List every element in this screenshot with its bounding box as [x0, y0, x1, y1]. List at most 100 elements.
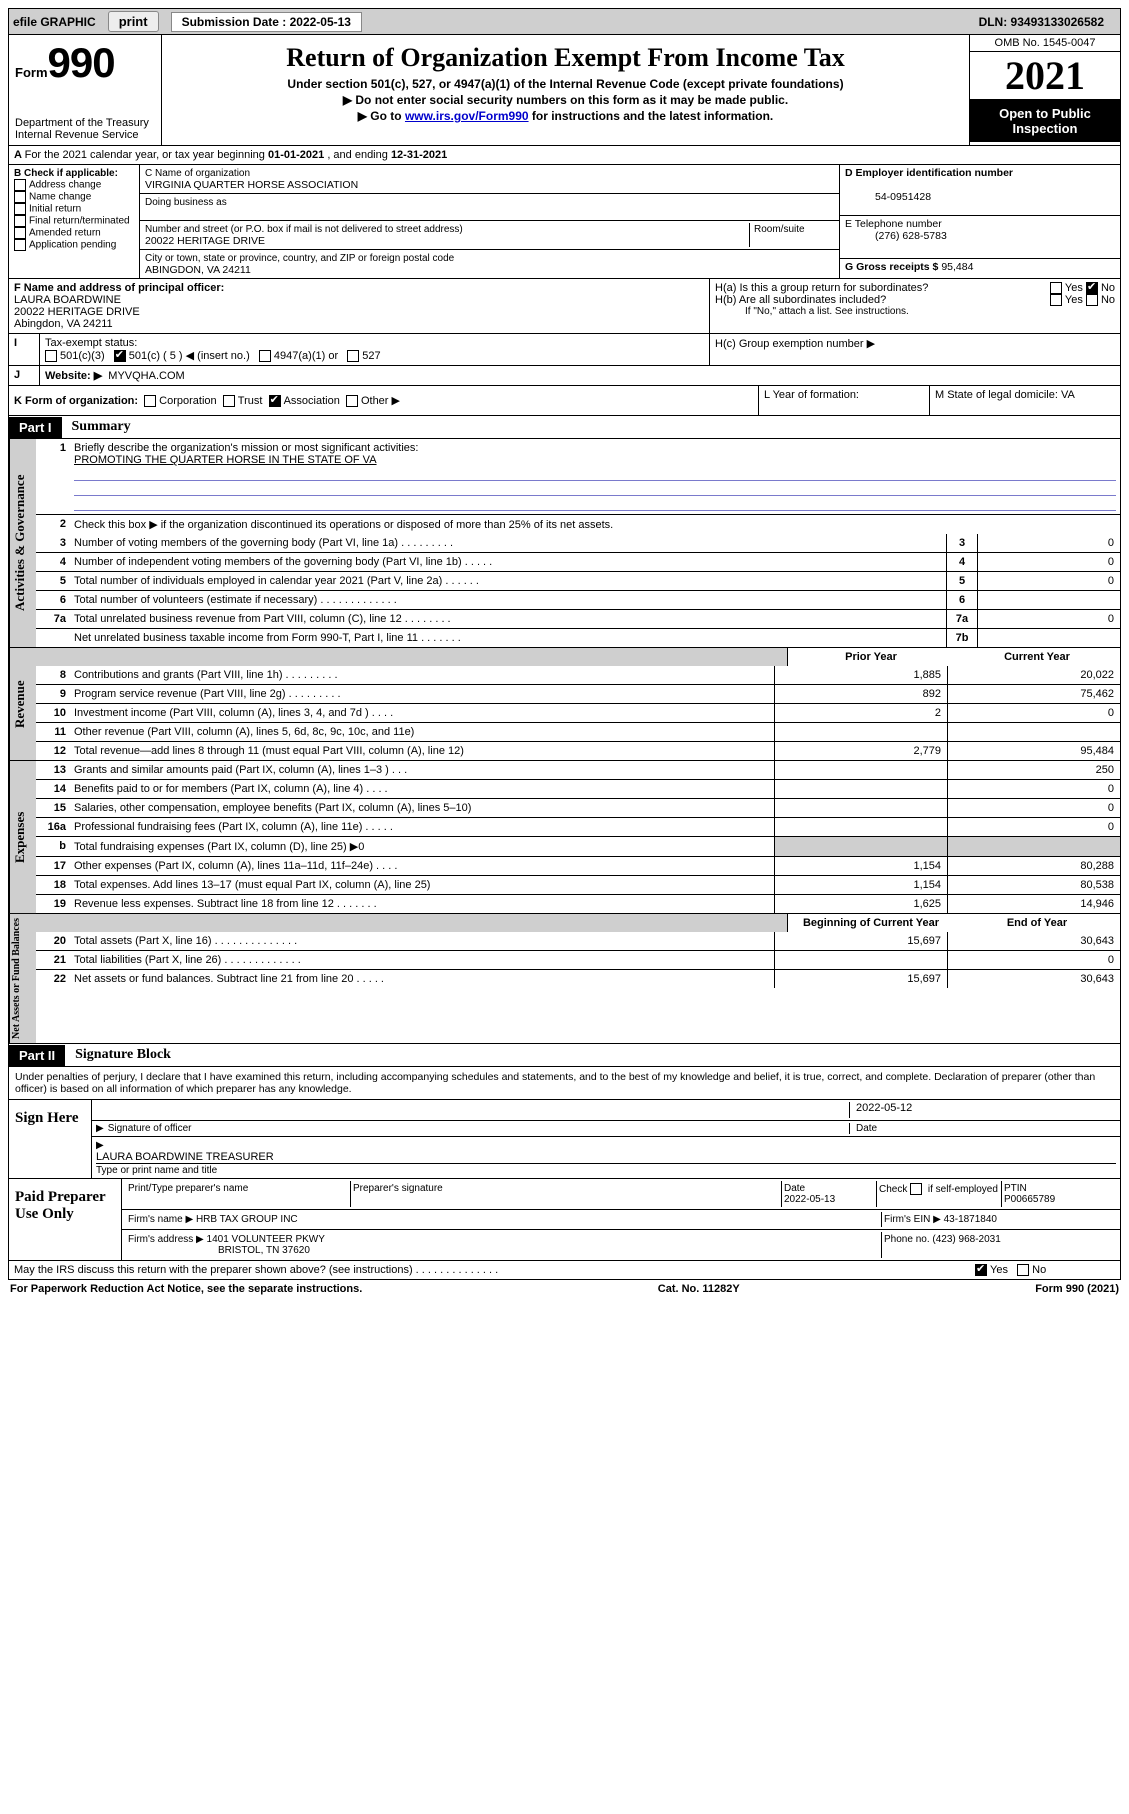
summary-row: 16aProfessional fundraising fees (Part I…: [36, 817, 1120, 836]
h-a: H(a) Is this a group return for subordin…: [715, 282, 1050, 294]
identity-block: B Check if applicable: Address changeNam…: [8, 165, 1121, 279]
omb-number: OMB No. 1545-0047: [970, 35, 1120, 52]
vlabel-net: Net Assets or Fund Balances: [9, 914, 36, 1043]
firm-name: HRB TAX GROUP INC: [196, 1214, 298, 1225]
summary-row: 20Total assets (Part X, line 16) . . . .…: [36, 932, 1120, 950]
website-row: J Website: ▶ MYVQHA.COM: [8, 366, 1121, 386]
pp-name-label: Print/Type preparer's name: [126, 1181, 351, 1207]
part-2-label: Part II: [9, 1045, 65, 1066]
summary-row: 9Program service revenue (Part VIII, lin…: [36, 684, 1120, 703]
page-footer: For Paperwork Reduction Act Notice, see …: [8, 1280, 1121, 1298]
footer-right: Form 990 (2021): [1035, 1283, 1119, 1295]
summary-row: 4Number of independent voting members of…: [36, 552, 1120, 571]
summary-row: 13Grants and similar amounts paid (Part …: [36, 761, 1120, 779]
form-title: Return of Organization Exempt From Incom…: [170, 43, 961, 73]
summary-row: 6Total number of volunteers (estimate if…: [36, 590, 1120, 609]
submission-date: Submission Date : 2022-05-13: [171, 12, 362, 32]
officer-name: LAURA BOARDWINE: [14, 294, 121, 306]
gross-label: G Gross receipts $: [845, 261, 938, 273]
summary-row: 22Net assets or fund balances. Subtract …: [36, 969, 1120, 988]
period-begin: 01-01-2021: [268, 149, 324, 161]
firm-ein: 43-1871840: [944, 1214, 997, 1225]
form-org-row: K Form of organization: Corporation Trus…: [8, 386, 1121, 416]
sign-here-block: Sign Here 2022-05-12 Signature of office…: [8, 1100, 1121, 1179]
part-2-heading: Signature Block: [65, 1044, 181, 1066]
summary-row: 3Number of voting members of the governi…: [36, 534, 1120, 552]
summary-row: 12Total revenue—add lines 8 through 11 (…: [36, 741, 1120, 760]
org-city: ABINGDON, VA 24211: [145, 264, 251, 276]
box-b-option[interactable]: Address change: [14, 179, 134, 191]
form-number: Form990: [15, 39, 155, 87]
part-1-header: Part I Summary: [8, 416, 1121, 439]
net-assets-section: Net Assets or Fund Balances Beginning of…: [8, 914, 1121, 1044]
summary-row: 11Other revenue (Part VIII, column (A), …: [36, 722, 1120, 741]
officer-label: F Name and address of principal officer:: [14, 282, 224, 294]
pp-date: 2022-05-13: [784, 1194, 835, 1205]
activities-governance: Activities & Governance 1 Briefly descri…: [8, 439, 1121, 648]
officer-group-block: F Name and address of principal officer:…: [8, 279, 1121, 334]
form-subtitle-2: ▶ Do not enter social security numbers o…: [170, 93, 961, 107]
summary-row: 5Total number of individuals employed in…: [36, 571, 1120, 590]
top-bar: efile GRAPHIC print Submission Date : 20…: [8, 8, 1121, 35]
box-b-option[interactable]: Amended return: [14, 227, 134, 239]
officer-addr2: Abingdon, VA 24211: [14, 318, 113, 330]
form-header: Form990 Department of the Treasury Inter…: [8, 35, 1121, 146]
vlabel-gov: Activities & Governance: [9, 439, 36, 647]
h-b: H(b) Are all subordinates included?: [715, 294, 1050, 306]
pp-sig-label: Preparer's signature: [351, 1181, 782, 1207]
summary-row: 8Contributions and grants (Part VIII, li…: [36, 666, 1120, 684]
summary-row: 14Benefits paid to or for members (Part …: [36, 779, 1120, 798]
part-1-heading: Summary: [62, 416, 141, 438]
year-formation: L Year of formation:: [759, 386, 930, 415]
efile-label: efile GRAPHIC: [13, 15, 96, 29]
tax-year: 2021: [970, 52, 1120, 100]
box-c-label: C Name of organization: [145, 168, 250, 179]
paid-preparer-block: Paid Preparer Use Only Print/Type prepar…: [8, 1179, 1121, 1261]
officer-addr1: 20022 HERITAGE DRIVE: [14, 306, 140, 318]
dln: DLN: 93493133026582: [979, 15, 1104, 29]
website-value: MYVQHA.COM: [108, 370, 184, 382]
paid-preparer-label: Paid Preparer Use Only: [9, 1179, 122, 1260]
irs-label: Internal Revenue Service: [15, 129, 155, 141]
col-end: End of Year: [954, 914, 1120, 932]
footer-mid: Cat. No. 11282Y: [658, 1283, 740, 1295]
addr-label: Number and street (or P.O. box if mail i…: [145, 224, 463, 235]
summary-row: 10Investment income (Part VIII, column (…: [36, 703, 1120, 722]
form-org-label: K Form of organization:: [14, 395, 138, 407]
form990-link[interactable]: www.irs.gov/Form990: [405, 109, 529, 123]
box-b-option[interactable]: Name change: [14, 191, 134, 203]
box-b-option[interactable]: Application pending: [14, 239, 134, 251]
date-label: Date: [849, 1123, 1116, 1134]
summary-row: 19Revenue less expenses. Subtract line 1…: [36, 894, 1120, 913]
firm-phone: (423) 968-2031: [932, 1234, 1000, 1245]
box-b-option[interactable]: Final return/terminated: [14, 215, 134, 227]
form-subtitle-3: ▶ Go to www.irs.gov/Form990 for instruct…: [170, 109, 961, 123]
expenses-section: Expenses 13Grants and similar amounts pa…: [8, 761, 1121, 914]
open-public: Open to PublicInspection: [970, 100, 1120, 142]
summary-row: 18Total expenses. Add lines 13–17 (must …: [36, 875, 1120, 894]
box-b-option[interactable]: Initial return: [14, 203, 134, 215]
part-2-header: Part II Signature Block: [8, 1044, 1121, 1067]
sign-here-label: Sign Here: [9, 1100, 92, 1178]
org-address: 20022 HERITAGE DRIVE: [145, 235, 265, 247]
period-end: 12-31-2021: [391, 149, 447, 161]
firm-addr2: BRISTOL, TN 37620: [218, 1245, 310, 1256]
h-c: H(c) Group exemption number ▶: [710, 334, 1120, 365]
period-label-a: For the 2021 calendar year, or tax year …: [25, 149, 268, 161]
discuss-label: May the IRS discuss this return with the…: [9, 1261, 970, 1279]
exempt-status-row: I Tax-exempt status: 501(c)(3) 501(c) ( …: [8, 334, 1121, 366]
col-beginning: Beginning of Current Year: [788, 914, 954, 932]
state-domicile: M State of legal domicile: VA: [930, 386, 1120, 415]
summary-row: bTotal fundraising expenses (Part IX, co…: [36, 836, 1120, 856]
room-label: Room/suite: [754, 224, 805, 235]
col-prior-year: Prior Year: [788, 648, 954, 666]
footer-left: For Paperwork Reduction Act Notice, see …: [10, 1283, 362, 1295]
mission-text: PROMOTING THE QUARTER HORSE IN THE STATE…: [74, 454, 377, 466]
ein-label: D Employer identification number: [845, 167, 1013, 179]
phone-value: (276) 628-5783: [875, 230, 947, 242]
phone-label: E Telephone number: [845, 218, 942, 230]
dept-label: Department of the Treasury: [15, 117, 155, 129]
print-button[interactable]: print: [108, 11, 159, 32]
dba-label: Doing business as: [145, 197, 227, 208]
firm-addr1: 1401 VOLUNTEER PKWY: [207, 1234, 325, 1245]
